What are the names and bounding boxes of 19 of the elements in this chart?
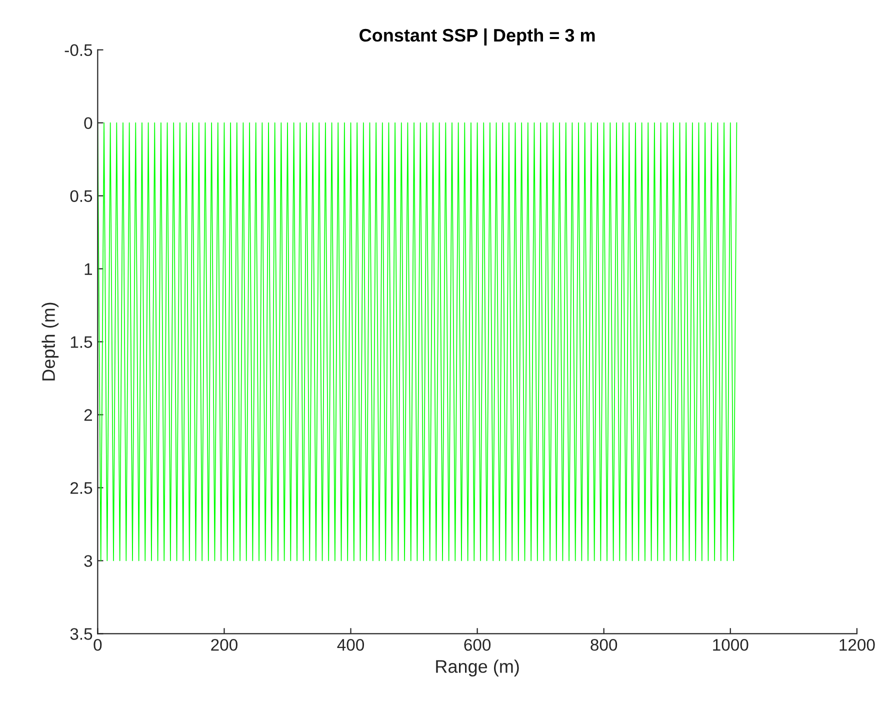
x-tick-label: 800: [590, 638, 618, 651]
y-tick-label: 3.5: [70, 628, 92, 640]
x-axis-title: Range (m): [436, 660, 519, 676]
x-tick-label: 0: [94, 638, 102, 651]
x-tick-label: 1200: [840, 638, 875, 651]
y-tick-label: 1: [84, 263, 92, 275]
y-tick-label: 1.5: [70, 336, 92, 348]
x-tick-label: 200: [211, 638, 238, 651]
y-tick-label: 2: [84, 409, 92, 421]
y-tick-label: 3: [84, 555, 92, 567]
chart-title: Constant SSP | Depth = 3 m: [360, 28, 595, 46]
y-axis-title: Depth (m): [42, 302, 59, 380]
x-tick-label: 400: [337, 638, 364, 651]
x-tick-label: 600: [464, 638, 491, 651]
y-tick-label: 2.5: [70, 482, 92, 494]
y-tick-label: -0.5: [64, 44, 92, 56]
x-tick-label: 1000: [713, 638, 748, 651]
y-tick-label: 0: [84, 117, 92, 130]
y-tick-label: 0.5: [70, 190, 92, 202]
